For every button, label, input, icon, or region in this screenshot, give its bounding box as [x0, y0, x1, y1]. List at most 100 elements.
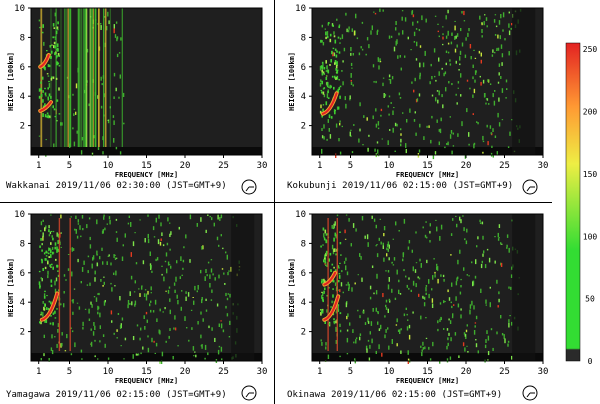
y-tick-label: 6 — [20, 269, 25, 279]
x-tick-label: 5 — [67, 161, 72, 171]
right-dark-band — [231, 214, 255, 361]
plot-floor-band — [312, 147, 543, 155]
right-dark-band — [512, 214, 536, 361]
x-tick-label: 1 — [317, 367, 322, 377]
interference-line — [336, 218, 338, 351]
y-tick-label: 8 — [301, 239, 306, 249]
y-tick-label: 4 — [301, 298, 306, 308]
x-tick-label: 5 — [67, 367, 72, 377]
colorbar-tick-label: 200 — [583, 108, 598, 117]
caption-yamagawa: Yamagawa 2019/11/06 02:15:00 (JST=GMT+9) — [6, 390, 227, 400]
horizontal-divider — [0, 202, 552, 203]
y-tick-label: 10 — [14, 210, 25, 220]
y-tick-label: 4 — [20, 92, 25, 102]
colorbar-gradient — [565, 42, 581, 362]
plot-floor-band — [312, 353, 543, 361]
y-tick-label: 2 — [301, 328, 306, 338]
x-tick-label: 1 — [317, 161, 322, 171]
interference-line — [58, 218, 61, 351]
clock-icon — [522, 179, 538, 195]
plot-background — [31, 8, 262, 155]
x-tick-label: 20 — [461, 367, 472, 377]
colorbar-tick-label: 100 — [583, 232, 598, 241]
x-tick-label: 30 — [257, 161, 268, 171]
caption-wakkanai: Wakkanai 2019/11/06 02:30:00 (JST=GMT+9) — [6, 181, 227, 191]
colorbar-tick-label: 250 — [583, 45, 598, 54]
y-axis-label: HEIGHT [100km] — [7, 52, 15, 111]
x-tick-label: 10 — [384, 367, 395, 377]
x-tick-label: 25 — [499, 367, 510, 377]
echo-trace — [323, 295, 340, 321]
y-tick-label: 2 — [20, 122, 25, 132]
echo-trace — [323, 271, 337, 286]
x-tick-label: 15 — [141, 367, 152, 377]
x-tick-label: 10 — [384, 161, 395, 171]
x-tick-label: 30 — [538, 367, 549, 377]
echo-trace — [321, 92, 338, 115]
x-tick-label: 10 — [103, 367, 114, 377]
x-tick-label: 25 — [218, 161, 229, 171]
x-tick-label: 20 — [180, 367, 191, 377]
echo-trace — [39, 54, 50, 68]
y-tick-label: 8 — [301, 33, 306, 43]
x-tick-label: 5 — [348, 161, 353, 171]
y-axis-label: HEIGHT [100km] — [288, 258, 296, 317]
y-tick-label: 4 — [301, 92, 306, 102]
x-tick-label: 25 — [499, 161, 510, 171]
plot-floor-band — [31, 147, 262, 155]
clock-hand-icon — [245, 392, 250, 398]
caption-okinawa: Okinawa 2019/11/06 02:15:00 (JST=GMT+9) — [287, 390, 503, 400]
clock-hand-icon — [526, 392, 531, 398]
noise-speckles — [319, 8, 522, 160]
echo-trace — [40, 292, 59, 321]
colorbar-tick-label: 0 — [588, 357, 593, 366]
clock-hand-icon — [526, 186, 531, 192]
colorbar-tick-label: 150 — [583, 170, 598, 179]
x-tick-label: 15 — [141, 161, 152, 171]
interference-stripes — [40, 8, 123, 147]
caption-kokubunji: Kokubunji 2019/11/06 02:15:00 (JST=GMT+9… — [287, 181, 514, 191]
x-tick-label: 1 — [36, 161, 41, 171]
y-axis-label: HEIGHT [100km] — [288, 52, 296, 111]
plot-floor-band — [31, 353, 262, 361]
x-tick-label: 15 — [422, 161, 433, 171]
x-tick-label: 1 — [36, 367, 41, 377]
interference-line — [69, 218, 71, 351]
vertical-divider — [274, 0, 275, 404]
echo-trace — [39, 101, 52, 112]
y-tick-label: 8 — [20, 239, 25, 249]
clock-hand-icon — [245, 186, 250, 192]
colorbar-tick-label: 50 — [585, 295, 595, 304]
x-axis-label: FREQUENCY [MHz] — [115, 377, 178, 385]
y-tick-label: 10 — [295, 210, 306, 220]
x-tick-label: 10 — [103, 161, 114, 171]
y-tick-label: 10 — [14, 4, 25, 14]
clock-icon — [241, 179, 257, 195]
y-tick-label: 8 — [20, 33, 25, 43]
y-tick-label: 2 — [20, 328, 25, 338]
noise-speckles — [320, 214, 520, 364]
x-tick-label: 25 — [218, 367, 229, 377]
x-tick-label: 30 — [538, 161, 549, 171]
x-tick-label: 30 — [257, 367, 268, 377]
x-tick-label: 5 — [348, 367, 353, 377]
clock-icon — [522, 385, 538, 401]
y-tick-label: 2 — [301, 122, 306, 132]
y-tick-label: 6 — [20, 63, 25, 73]
y-axis-label: HEIGHT [100km] — [7, 258, 15, 317]
right-dark-band — [512, 8, 536, 155]
x-axis-label: FREQUENCY [MHz] — [115, 171, 178, 179]
y-tick-label: 10 — [295, 4, 306, 14]
y-tick-label: 6 — [301, 63, 306, 73]
x-tick-label: 20 — [180, 161, 191, 171]
clock-icon — [241, 385, 257, 401]
colorbar: 250 200 150 100 50 0 — [565, 42, 598, 366]
plot-background — [31, 214, 262, 361]
y-tick-label: 4 — [20, 298, 25, 308]
x-axis-label: FREQUENCY [MHz] — [396, 171, 459, 179]
